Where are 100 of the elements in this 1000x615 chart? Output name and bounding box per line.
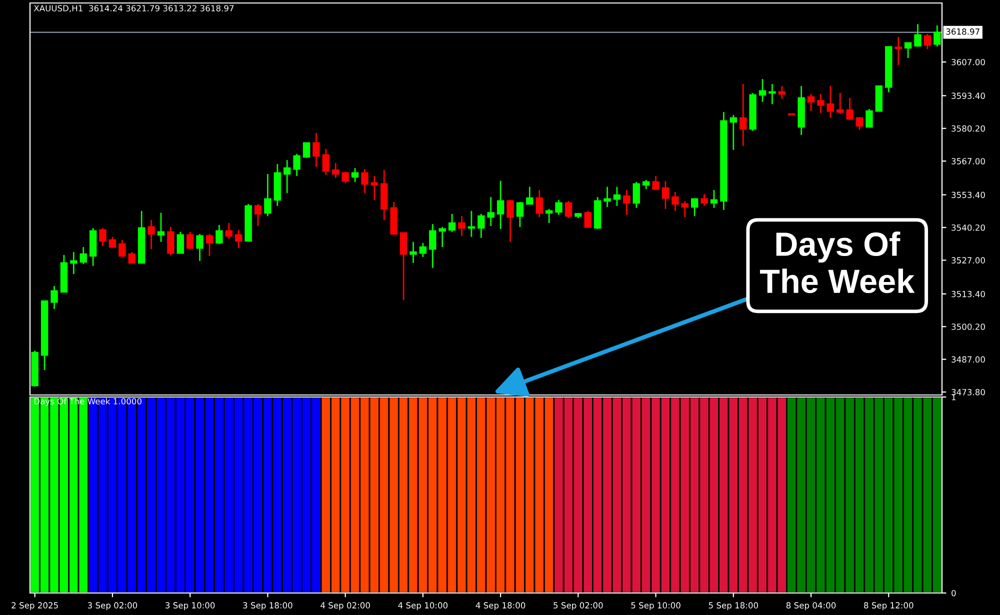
- candlestick: [284, 159, 291, 194]
- candlestick: [167, 226, 174, 256]
- candlestick: [80, 246, 87, 265]
- x-tick-label: 4 Sep 18:00: [476, 602, 526, 610]
- candlestick: [322, 148, 330, 176]
- y-tick-label: 3527.00: [952, 257, 985, 264]
- x-tick-label: 2 Sep 2025: [12, 602, 58, 610]
- candlestick: [234, 229, 242, 249]
- y-tick-label: 3593.40: [952, 92, 985, 99]
- y-tick-label: 3540.20: [952, 224, 985, 231]
- candlestick: [225, 222, 232, 240]
- x-tick-label: 5 Sep 18:00: [708, 602, 758, 610]
- candlestick: [652, 175, 660, 191]
- candlestick: [312, 132, 320, 168]
- candlestick: [662, 180, 670, 210]
- candlestick: [302, 142, 310, 159]
- candlestick: [108, 236, 116, 248]
- candlestick: [846, 97, 854, 121]
- x-tick-label: 5 Sep 02:00: [554, 602, 603, 610]
- x-tick-label: 8 Sep 04:00: [786, 602, 836, 610]
- candlestick: [536, 189, 543, 218]
- y-tick-label: 0: [952, 590, 956, 596]
- candlestick: [856, 117, 864, 131]
- candlestick: [672, 191, 679, 212]
- candlestick: [410, 241, 417, 264]
- candlestick: [506, 199, 514, 243]
- candlestick: [176, 231, 184, 254]
- candlestick: [632, 181, 640, 209]
- candlestick: [826, 85, 834, 119]
- candlestick: [768, 83, 776, 105]
- candlestick: [866, 108, 873, 128]
- candlestick: [730, 114, 738, 151]
- candlestick: [496, 180, 504, 230]
- candlestick: [351, 167, 359, 183]
- candlestick: [458, 215, 466, 237]
- ref-line-label: 3618.97: [946, 28, 980, 35]
- candlestick: [70, 251, 78, 275]
- y-tick-label: 3473.80: [952, 389, 985, 396]
- candlestick: [924, 33, 932, 50]
- candlestick: [419, 242, 427, 258]
- candlestick: [157, 212, 165, 243]
- y-tick-label: 3580.20: [952, 125, 985, 132]
- x-tick-label: 4 Sep 02:00: [320, 602, 370, 610]
- candlestick: [584, 210, 592, 229]
- candlestick: [807, 93, 815, 112]
- candlestick: [438, 226, 446, 248]
- candlestick: [604, 186, 611, 208]
- candlestick: [254, 203, 262, 227]
- candlestick: [487, 196, 494, 227]
- annotation: Days Of The Week: [760, 232, 915, 294]
- candlestick: [545, 208, 553, 224]
- candlestick: [934, 24, 941, 48]
- candlestick: [740, 83, 747, 147]
- candlestick: [516, 201, 524, 228]
- candlestick: [361, 168, 368, 194]
- candlestick: [293, 153, 300, 177]
- candlestick: [642, 179, 650, 190]
- candlestick: [690, 198, 698, 217]
- candlestick: [778, 85, 786, 100]
- candlestick: [128, 251, 136, 264]
- candlestick: [118, 239, 126, 257]
- candlestick: [429, 223, 436, 269]
- candlestick: [342, 171, 349, 184]
- candlestick: [196, 233, 204, 262]
- y-tick-label: 3553.40: [952, 192, 985, 198]
- candlestick: [264, 173, 272, 217]
- x-tick-label: 5 Sep 10:00: [631, 602, 680, 610]
- candlestick: [613, 186, 621, 207]
- y-tick-label: 3500.20: [952, 324, 985, 330]
- candlestick: [370, 175, 378, 201]
- y-tick-label: 3513.40: [952, 290, 985, 298]
- candlestick: [836, 92, 844, 115]
- candlestick: [478, 213, 485, 239]
- candlestick: [681, 200, 688, 218]
- candlestick: [216, 224, 223, 245]
- x-tick-label: 3 Sep 18:00: [243, 602, 292, 610]
- chart-title: XAUUSD,H1 3614.24 3621.79 3613.22 3618.97: [34, 5, 234, 12]
- candlestick: [914, 23, 922, 48]
- candlestick: [623, 189, 630, 216]
- candlestick: [448, 213, 456, 233]
- candlestick: [148, 219, 155, 250]
- x-tick-label: 3 Sep 10:00: [166, 602, 215, 610]
- candlestick: [904, 42, 912, 59]
- candlestick: [400, 232, 408, 301]
- candlestick: [186, 231, 194, 250]
- candlestick: [206, 233, 214, 257]
- candlestick: [817, 93, 824, 114]
- x-tick-label: 3 Sep 02:00: [88, 602, 138, 610]
- x-tick-label: 8 Sep 12:00: [864, 602, 914, 610]
- candlestick: [758, 78, 766, 103]
- candlestick: [894, 36, 902, 66]
- candlestick: [700, 193, 708, 207]
- y-tick-label: 3487.00: [952, 356, 985, 363]
- y-tick-label: 1: [952, 394, 956, 400]
- candlestick: [555, 199, 562, 216]
- candlestick: [50, 285, 58, 310]
- candlestick: [99, 227, 106, 247]
- y-tick-label: 3567.00: [952, 158, 985, 164]
- candlestick: [332, 162, 340, 179]
- x-tick-label: 4 Sep 10:00: [398, 602, 448, 610]
